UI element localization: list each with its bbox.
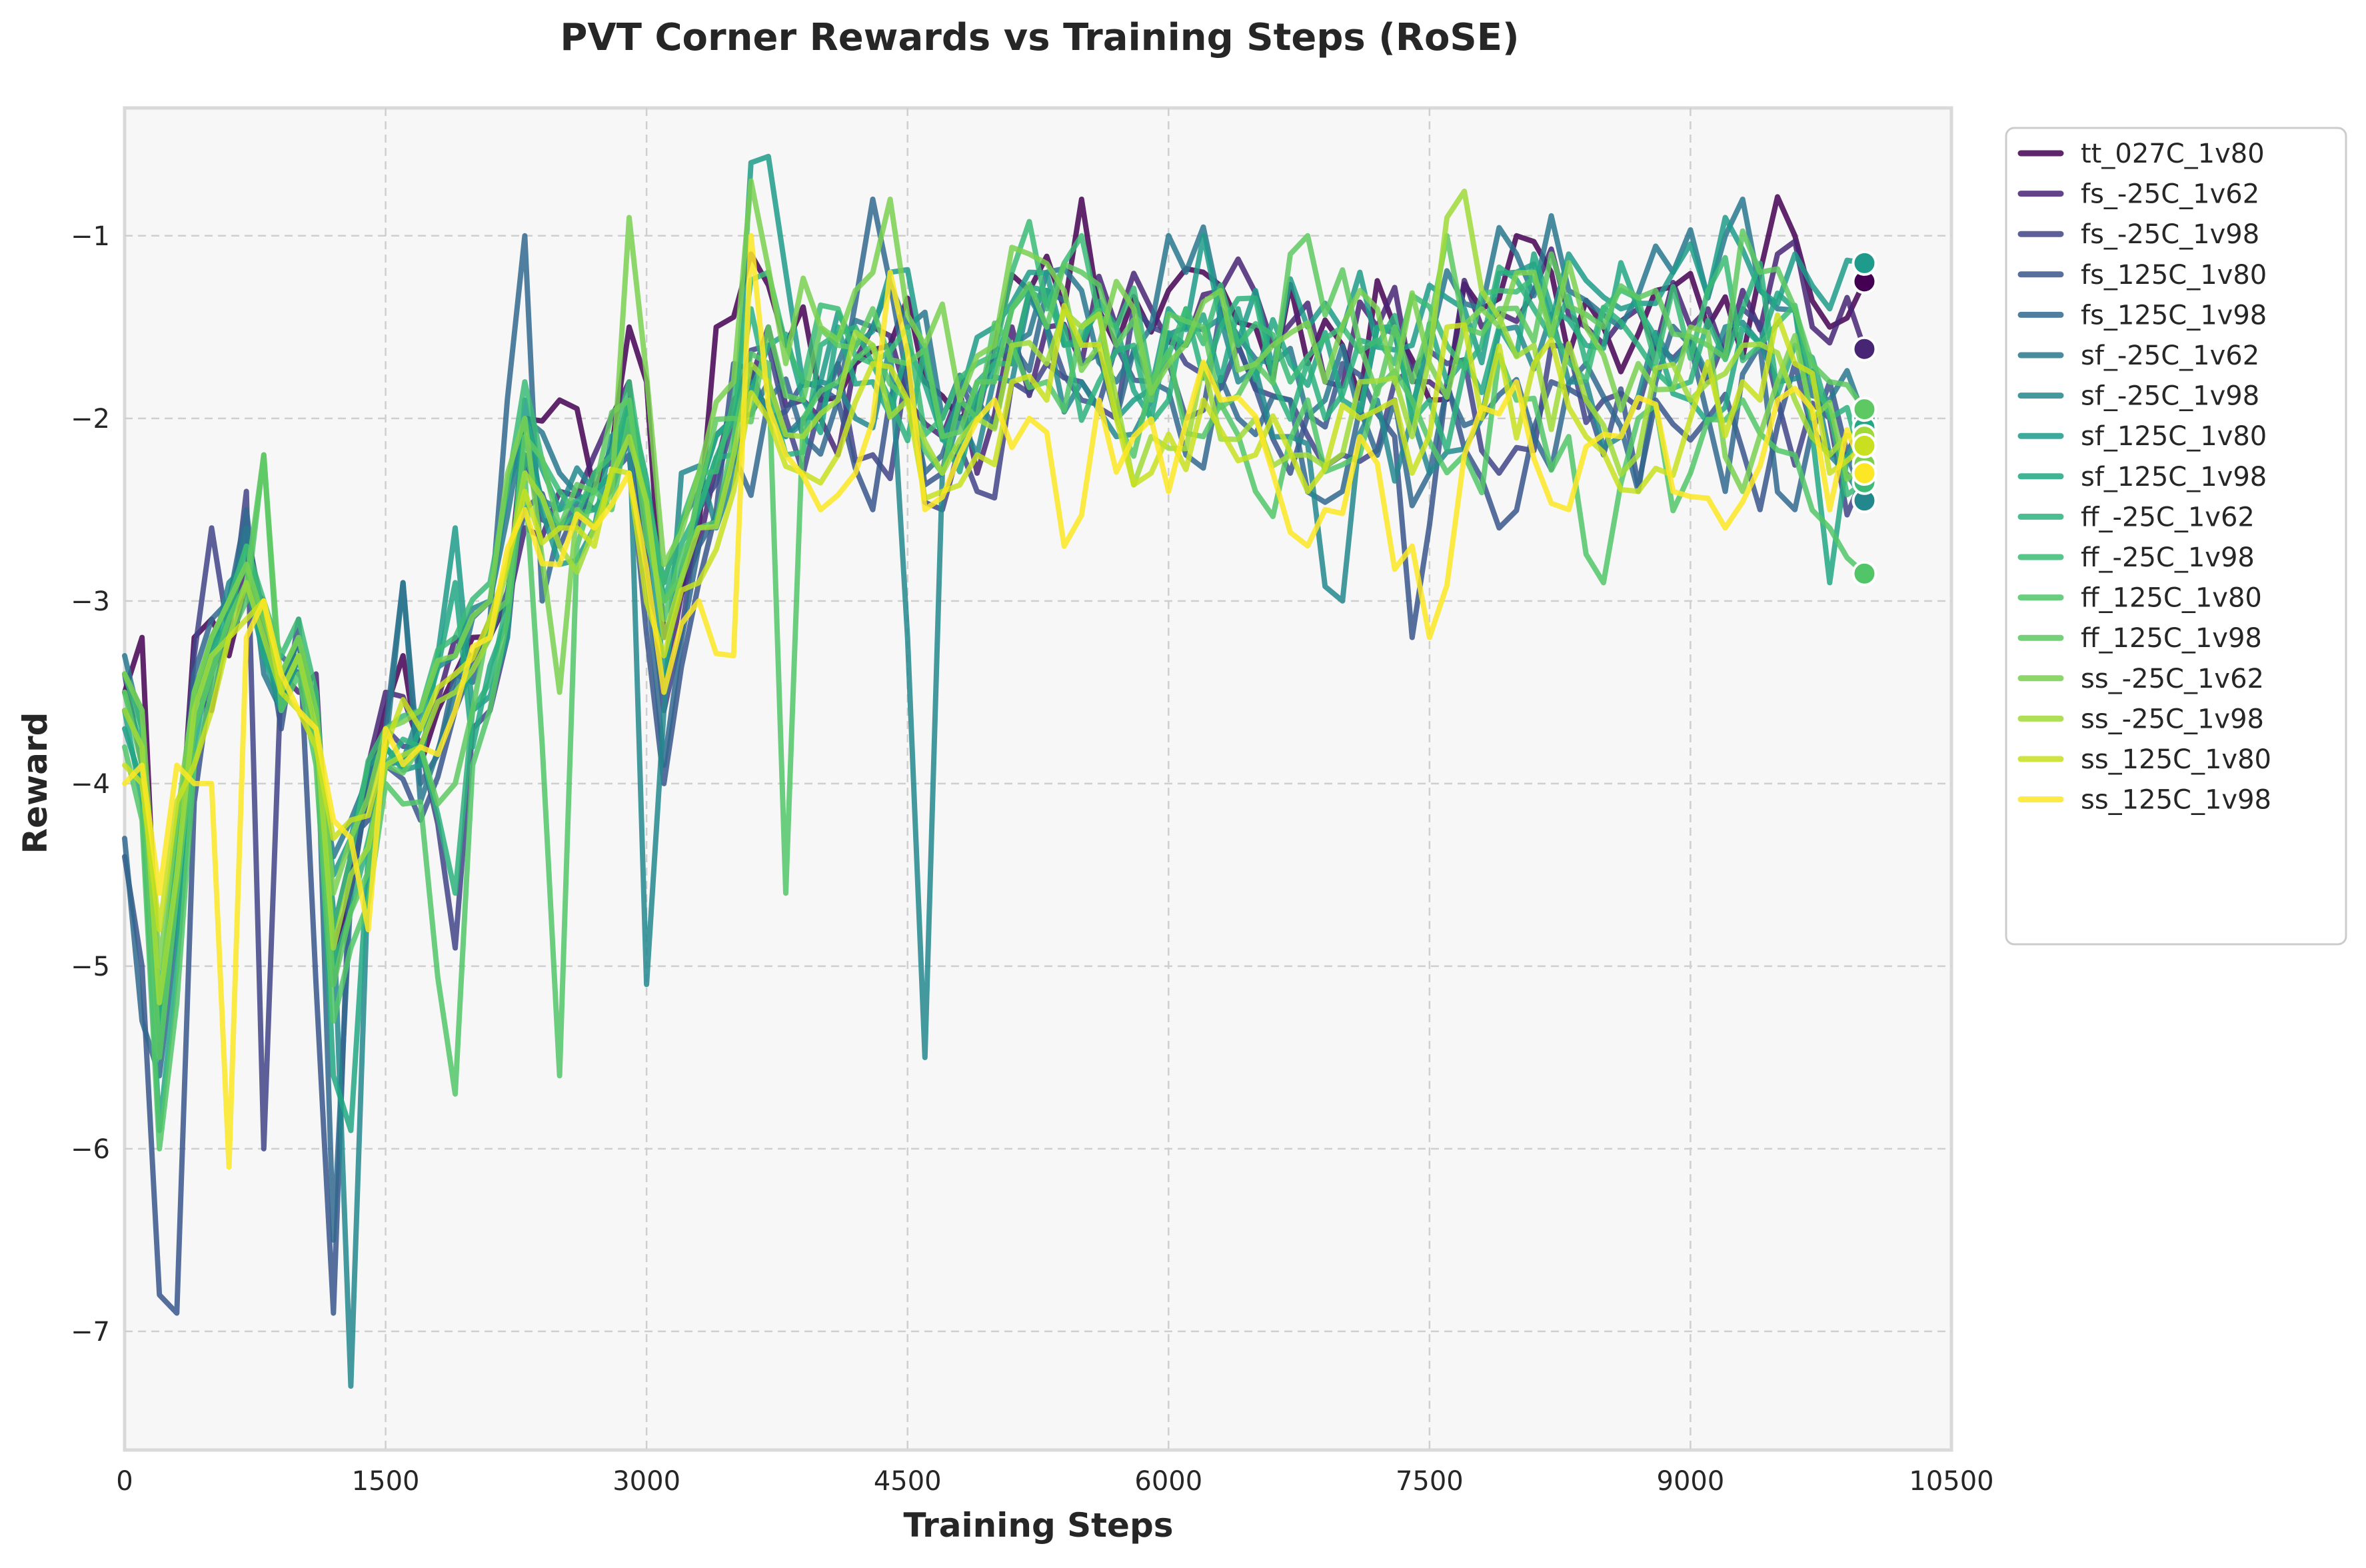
- legend-label: ff_125C_1v80: [2081, 583, 2262, 614]
- series-line-ff_-25C_1v62: [122, 261, 1867, 1024]
- legend: tt_027C_1v80 fs_-25C_1v62 fs_-25C_1v98 fs_1…: [2005, 127, 2347, 946]
- y-tick-label: −5: [71, 952, 110, 982]
- series-line-ss_125C_1v98: [122, 233, 1867, 1170]
- legend-label: ss_125C_1v98: [2081, 785, 2271, 816]
- legend-label: sf_-25C_1v98: [2081, 381, 2259, 412]
- legend-box: [2005, 127, 2347, 946]
- legend-label: fs_125C_1v98: [2081, 300, 2267, 331]
- x-tick-label: 0: [116, 1466, 133, 1497]
- x-tick-label: 10500: [1909, 1466, 1993, 1497]
- legend-label: ff_-25C_1v98: [2081, 542, 2255, 573]
- x-tick-label: 4500: [874, 1466, 942, 1497]
- tick-labels: 0 1500 3000 4500 6000 7500 9000 10500 −7 −6 −5 −4 −3…: [71, 221, 1994, 1497]
- x-tick-label: 1500: [352, 1466, 420, 1497]
- y-tick-label: −1: [71, 221, 110, 252]
- end-marker-sf_125C_1v80: [1851, 250, 1877, 276]
- series-line-ss_125C_1v80: [122, 303, 1867, 933]
- y-tick-label: −4: [71, 769, 110, 800]
- legend-label: fs_-25C_1v98: [2081, 219, 2259, 250]
- y-tick-label: −6: [71, 1134, 110, 1165]
- y-tick-label: −7: [71, 1317, 110, 1347]
- legend-label: fs_-25C_1v62: [2081, 179, 2259, 210]
- y-tick-label: −3: [71, 586, 110, 617]
- y-axis-title: Reward: [16, 712, 55, 854]
- x-axis-title: Training Steps: [903, 1506, 1173, 1545]
- x-tick-label: 9000: [1657, 1466, 1725, 1497]
- end-marker-ss_125C_1v98: [1851, 460, 1877, 486]
- legend-label: ss_125C_1v80: [2081, 744, 2271, 775]
- series-line-ff_125C_1v80: [122, 307, 1867, 1152]
- legend-label: sf_-25C_1v62: [2081, 341, 2259, 371]
- x-tick-label: 7500: [1396, 1466, 1464, 1497]
- legend-label: ss_-25C_1v62: [2081, 664, 2264, 694]
- series-lines: [122, 153, 1867, 1389]
- legend-label: sf_125C_1v80: [2081, 421, 2267, 452]
- legend-label: ff_125C_1v98: [2081, 623, 2262, 654]
- legend-label: sf_125C_1v98: [2081, 462, 2267, 492]
- end-marker-ff_125C_1v80: [1851, 560, 1877, 586]
- legend-label: tt_027C_1v80: [2081, 139, 2265, 169]
- x-tick-label: 3000: [612, 1466, 680, 1497]
- chart-title: PVT Corner Rewards vs Training Steps (Ro…: [560, 16, 1519, 59]
- y-tick-label: −2: [71, 404, 110, 434]
- end-marker-ff_125C_1v98: [1851, 396, 1877, 422]
- end-marker-fs_-25C_1v62: [1851, 336, 1877, 362]
- legend-label: ff_-25C_1v62: [2081, 502, 2255, 532]
- end-markers: [1851, 250, 1877, 586]
- legend-label: fs_125C_1v80: [2081, 260, 2267, 291]
- legend-label: ss_-25C_1v98: [2081, 704, 2264, 734]
- x-tick-label: 6000: [1134, 1466, 1202, 1497]
- end-marker-ss_125C_1v80: [1851, 432, 1877, 458]
